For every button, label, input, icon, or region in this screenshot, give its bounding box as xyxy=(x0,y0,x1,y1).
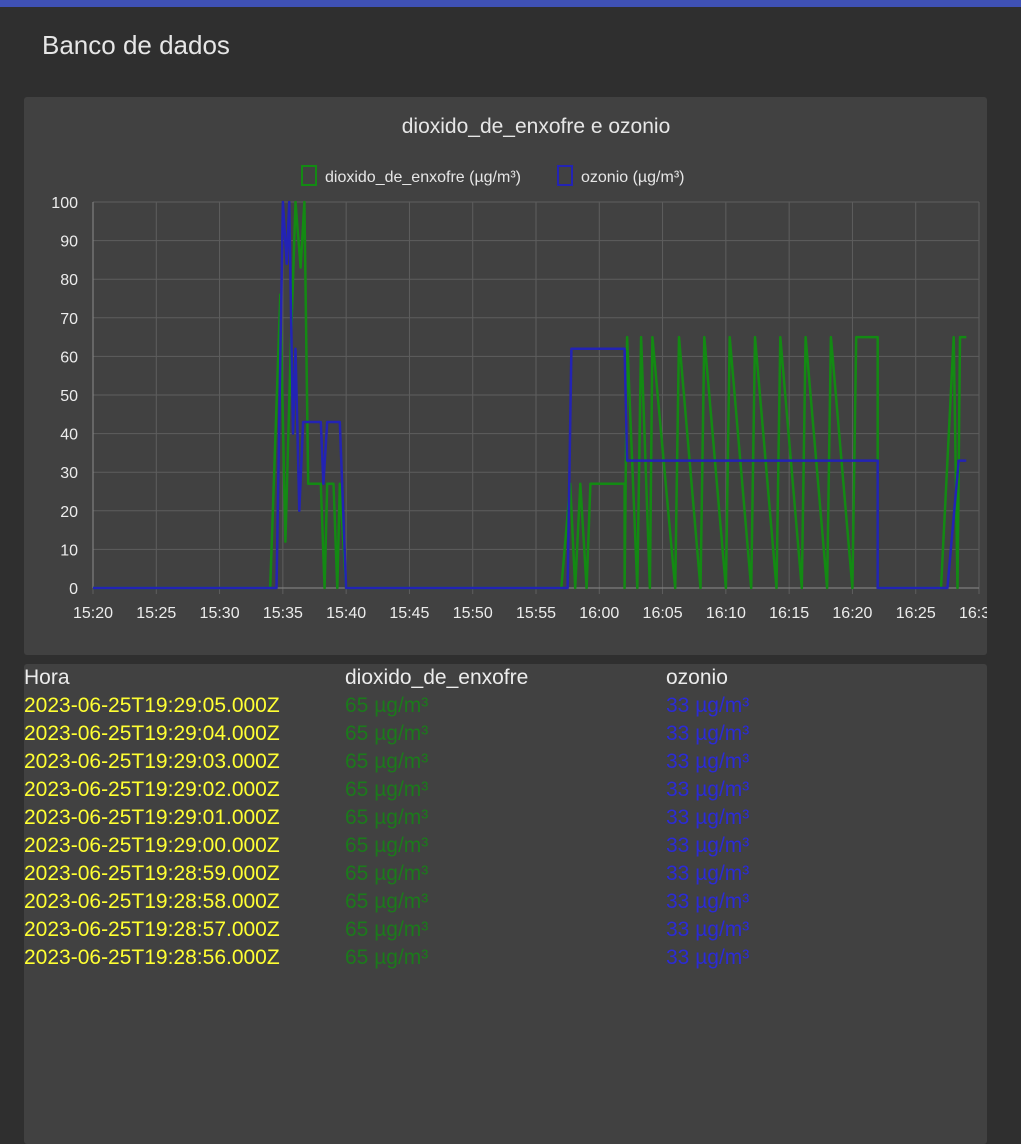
x-tick-label: 16:30 xyxy=(959,605,987,622)
table-row: 2023-06-25T19:29:03.000Z 65 µg/m³ 33 µg/m³ xyxy=(24,748,987,776)
x-tick-label: 15:30 xyxy=(200,605,240,622)
header-dioxido-de-enxofre: dioxido_de_enxofre xyxy=(345,666,529,689)
x-tick-label: 15:40 xyxy=(326,605,366,622)
y-tick-label: 90 xyxy=(60,234,78,251)
cell-hora: 2023-06-25T19:29:01.000Z xyxy=(24,806,280,829)
cell-o3: 33 µg/m³ xyxy=(666,918,750,941)
x-tick-label: 15:50 xyxy=(453,605,493,622)
x-tick-label: 16:10 xyxy=(706,605,746,622)
table-row: 2023-06-25T19:28:56.000Z 65 µg/m³ 33 µg/m³ xyxy=(24,944,987,972)
cell-hora: 2023-06-25T19:29:02.000Z xyxy=(24,778,280,801)
y-tick-label: 40 xyxy=(60,427,78,444)
x-tick-label: 15:55 xyxy=(516,605,556,622)
cell-so2: 65 µg/m³ xyxy=(345,890,429,913)
data-table: Hora dioxido_de_enxofre ozonio 2023-06-2… xyxy=(24,664,987,1144)
cell-so2: 65 µg/m³ xyxy=(345,694,429,717)
cell-so2: 65 µg/m³ xyxy=(345,946,429,969)
header-hora: Hora xyxy=(24,666,70,689)
cell-hora: 2023-06-25T19:28:57.000Z xyxy=(24,918,280,941)
x-tick-label: 15:35 xyxy=(263,605,303,622)
cell-so2: 65 µg/m³ xyxy=(345,918,429,941)
y-tick-label: 70 xyxy=(60,311,78,328)
cell-so2: 65 µg/m³ xyxy=(345,778,429,801)
legend-swatch xyxy=(557,165,573,186)
x-tick-label: 15:20 xyxy=(73,605,113,622)
x-tick-label: 16:15 xyxy=(769,605,809,622)
cell-o3: 33 µg/m³ xyxy=(666,946,750,969)
x-tick-label: 15:25 xyxy=(136,605,176,622)
cell-o3: 33 µg/m³ xyxy=(666,862,750,885)
y-tick-label: 100 xyxy=(51,195,78,212)
table-row: 2023-06-25T19:29:02.000Z 65 µg/m³ 33 µg/m³ xyxy=(24,776,987,804)
cell-hora: 2023-06-25T19:29:04.000Z xyxy=(24,722,280,745)
cell-hora: 2023-06-25T19:28:58.000Z xyxy=(24,890,280,913)
table-row: 2023-06-25T19:29:00.000Z 65 µg/m³ 33 µg/m³ xyxy=(24,832,987,860)
y-tick-label: 0 xyxy=(69,581,78,598)
legend-label: dioxido_de_enxofre (µg/m³) xyxy=(325,169,521,186)
y-tick-label: 60 xyxy=(60,349,78,366)
y-tick-label: 10 xyxy=(60,542,78,559)
cell-o3: 33 µg/m³ xyxy=(666,722,750,745)
y-tick-label: 20 xyxy=(60,504,78,521)
table-row: 2023-06-25T19:29:04.000Z 65 µg/m³ 33 µg/m³ xyxy=(24,720,987,748)
page-title: Banco de dados xyxy=(42,30,230,60)
cell-o3: 33 µg/m³ xyxy=(666,778,750,801)
table-row: 2023-06-25T19:29:01.000Z 65 µg/m³ 33 µg/m³ xyxy=(24,804,987,832)
table-row: 2023-06-25T19:28:58.000Z 65 µg/m³ 33 µg/m³ xyxy=(24,888,987,916)
cell-hora: 2023-06-25T19:29:00.000Z xyxy=(24,834,280,857)
legend-label: ozonio (µg/m³) xyxy=(581,169,684,186)
series-line-dioxido-de-enxofre xyxy=(93,200,967,590)
chart-title: dioxido_de_enxofre e ozonio xyxy=(402,115,671,138)
table-row: 2023-06-25T19:28:57.000Z 65 µg/m³ 33 µg/m³ xyxy=(24,916,987,944)
cell-o3: 33 µg/m³ xyxy=(666,890,750,913)
cell-o3: 33 µg/m³ xyxy=(666,806,750,829)
cell-so2: 65 µg/m³ xyxy=(345,806,429,829)
cell-hora: 2023-06-25T19:29:03.000Z xyxy=(24,750,280,773)
x-tick-label: 16:25 xyxy=(896,605,936,622)
series-line-ozonio xyxy=(93,200,967,590)
cell-hora: 2023-06-25T19:28:56.000Z xyxy=(24,946,280,969)
y-tick-label: 30 xyxy=(60,465,78,482)
cell-o3: 33 µg/m³ xyxy=(666,694,750,717)
header-ozonio: ozonio xyxy=(666,666,728,689)
chart-card: dioxido_de_enxofre e ozonio dioxido_de_en… xyxy=(24,97,987,655)
table-row: 2023-06-25T19:28:59.000Z 65 µg/m³ 33 µg/m³ xyxy=(24,860,987,888)
legend-swatch xyxy=(301,165,317,186)
table-row: 2023-06-25T19:29:05.000Z 65 µg/m³ 33 µg/m³ xyxy=(24,692,987,720)
y-tick-label: 80 xyxy=(60,272,78,289)
x-tick-label: 16:05 xyxy=(643,605,683,622)
cell-hora: 2023-06-25T19:29:05.000Z xyxy=(24,694,280,717)
cell-o3: 33 µg/m³ xyxy=(666,750,750,773)
table-header-row: Hora dioxido_de_enxofre ozonio xyxy=(24,664,987,692)
y-tick-label: 50 xyxy=(60,388,78,405)
cell-so2: 65 µg/m³ xyxy=(345,750,429,773)
top-accent-bar xyxy=(0,0,1021,7)
cell-hora: 2023-06-25T19:28:59.000Z xyxy=(24,862,280,885)
cell-so2: 65 µg/m³ xyxy=(345,862,429,885)
cell-o3: 33 µg/m³ xyxy=(666,834,750,857)
line-chart: dioxido_de_enxofre e ozonio dioxido_de_en… xyxy=(51,115,987,622)
cell-so2: 65 µg/m³ xyxy=(345,722,429,745)
cell-so2: 65 µg/m³ xyxy=(345,834,429,857)
x-tick-label: 16:00 xyxy=(579,605,619,622)
x-tick-label: 16:20 xyxy=(832,605,872,622)
x-tick-label: 15:45 xyxy=(389,605,429,622)
